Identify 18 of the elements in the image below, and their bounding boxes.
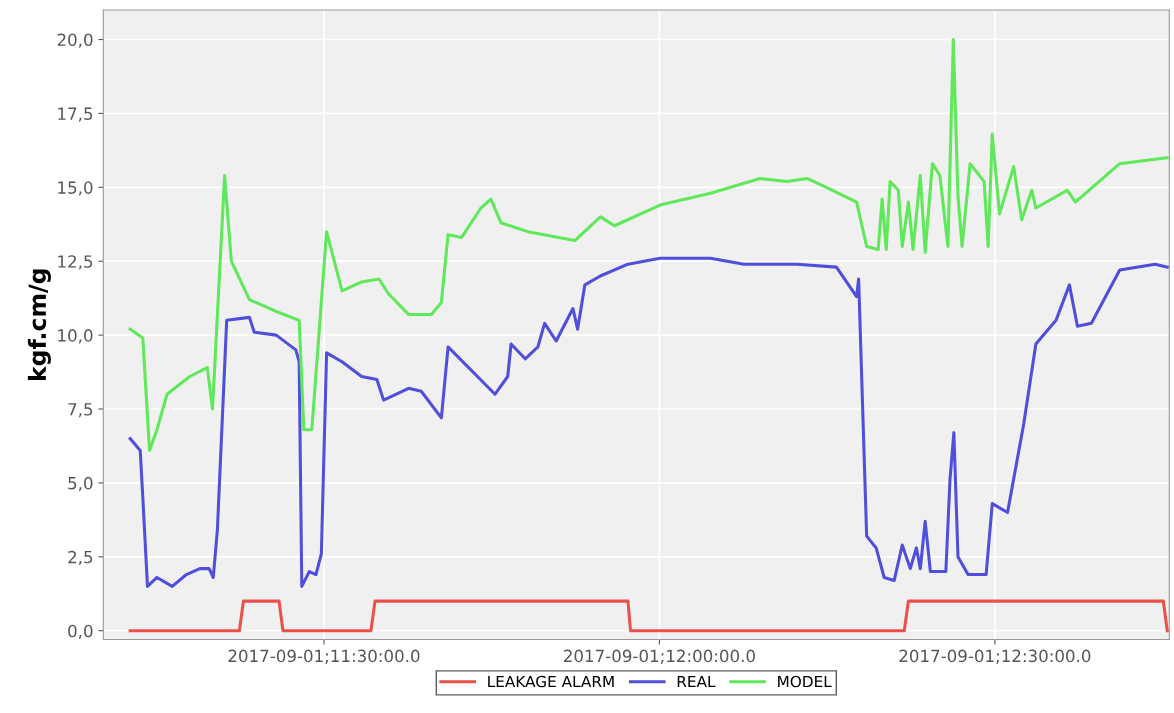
line-series [128, 38, 1169, 452]
y-tick-label: 17,5 [58, 107, 93, 122]
y-tick-label: 5,0 [68, 476, 93, 492]
legend-label: REAL [677, 675, 716, 688]
y-tick-label: 0,0 [68, 624, 93, 639]
y-tick-label: 15,0 [58, 181, 93, 196]
x-tick-label: 2017-09-01;12:30:00.0 [899, 649, 1091, 664]
y-axis-title: kgf.cm/g [27, 269, 51, 381]
legend-label: LEAKAGE ALARM [488, 675, 614, 688]
y-tick-label: 10,0 [58, 329, 93, 344]
y-tick-label: 20,0 [57, 33, 93, 48]
line-series [128, 256, 1169, 588]
x-tick-label: 2017-09-01;12:00:00.0 [564, 649, 755, 664]
x-tick-label: 2017-09-01;11:30:00.0 [228, 649, 420, 664]
y-tick-label: 12,5 [58, 255, 93, 270]
y-tick-label: 7,5 [68, 403, 93, 418]
y-tick-label: 2,5 [68, 550, 93, 566]
legend-label: MODEL [778, 675, 832, 688]
